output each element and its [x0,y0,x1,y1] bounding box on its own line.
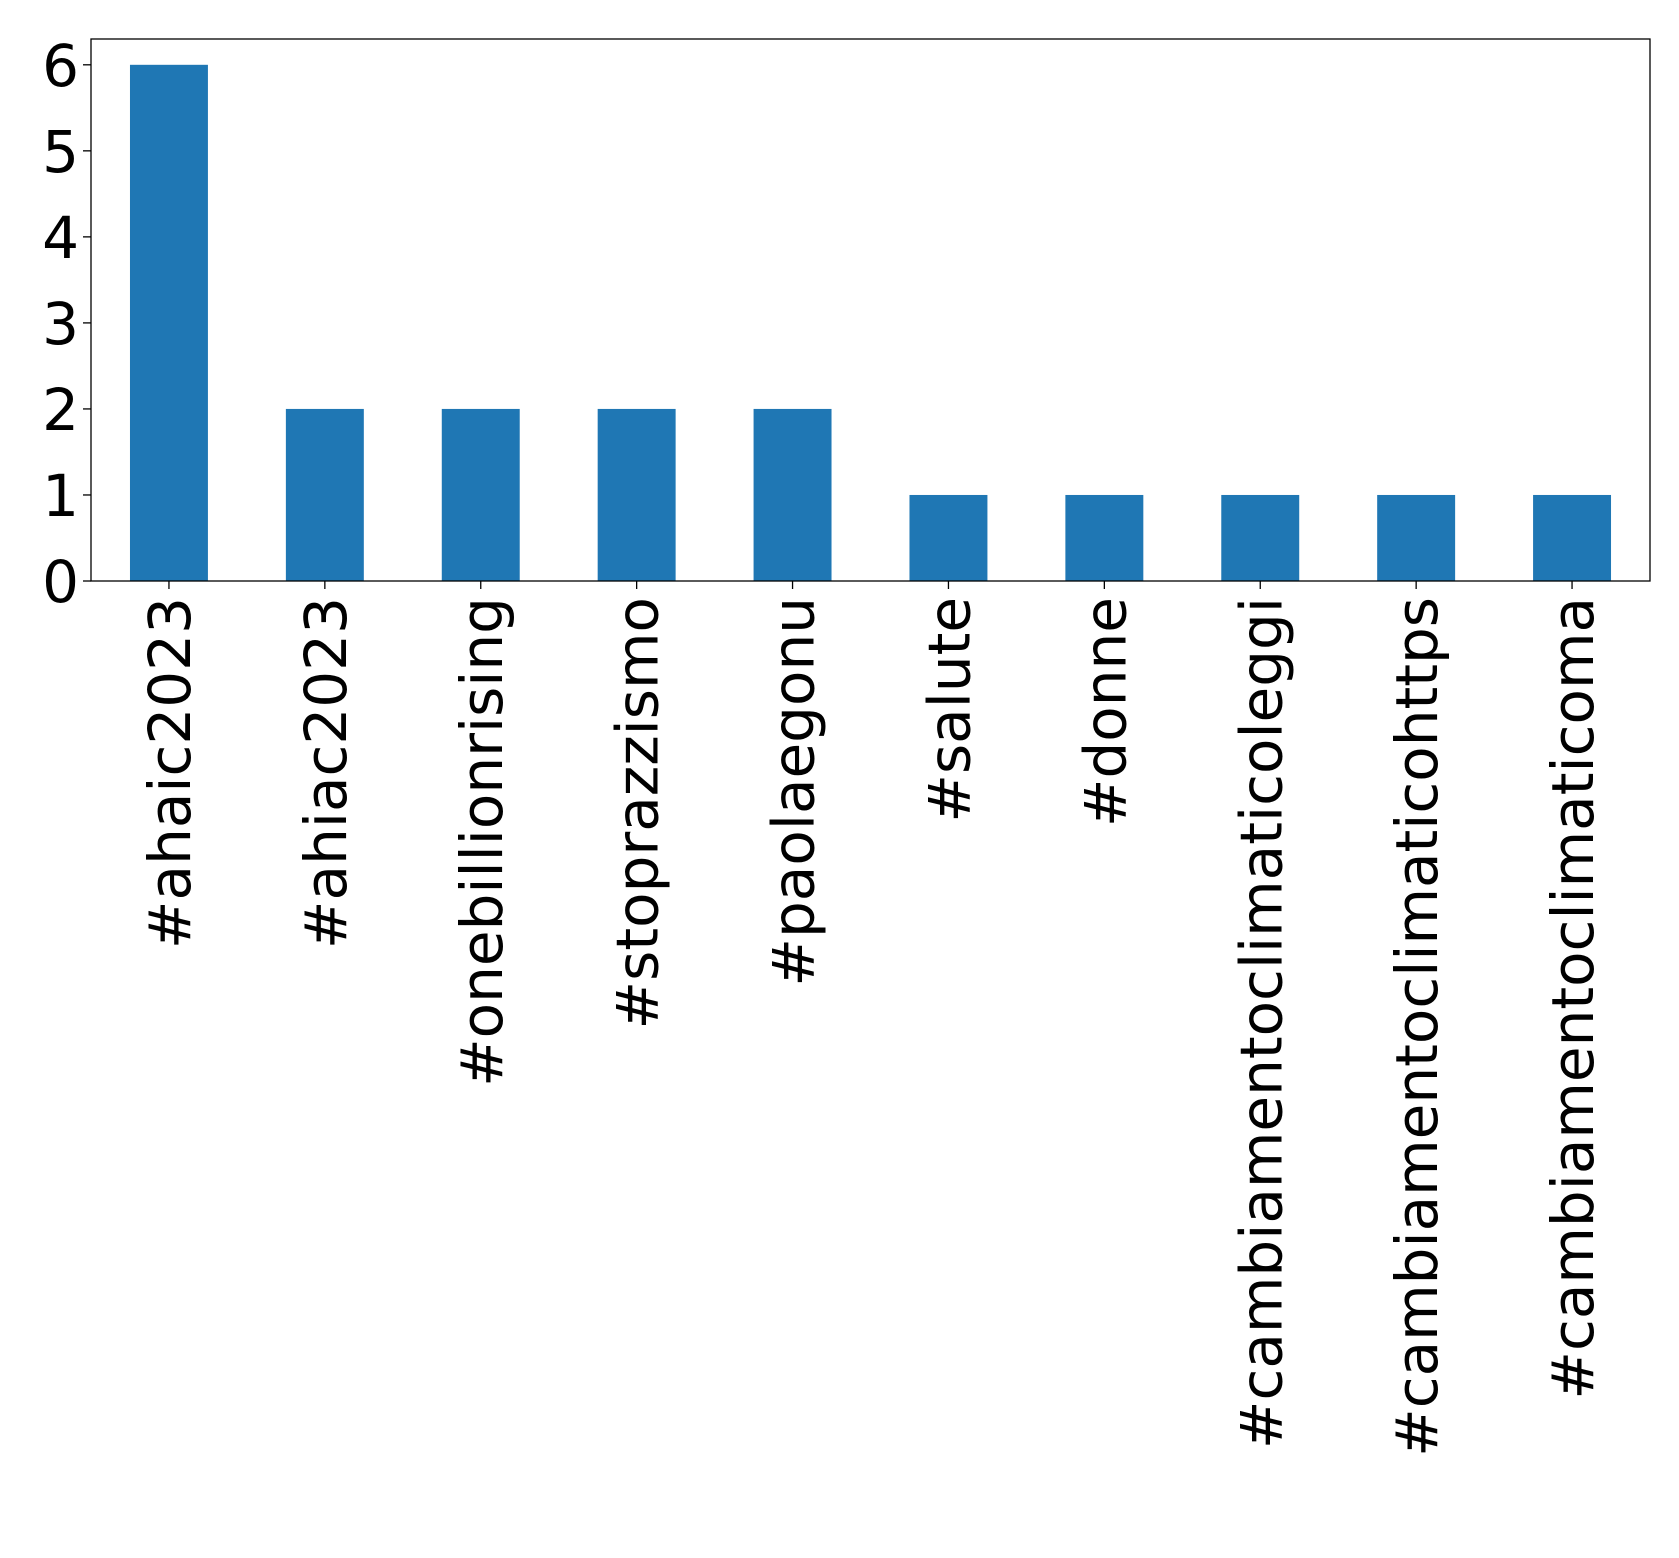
x-tick-label: #salute [915,597,983,823]
bar [1221,494,1300,581]
bar [909,494,988,581]
bar [1533,494,1612,581]
x-tick-label: #stoprazzismo [604,597,672,1029]
x-tick-label: #cambiamentoclimaticoma [1539,597,1607,1400]
y-axis: 0 1 2 3 4 5 6 [42,32,91,616]
plot-frame [90,38,1651,582]
x-tick-label: #cambiamentoclimaticoleggi [1227,597,1295,1449]
x-tick-label: #cambiamentoclimaticohttps [1383,597,1451,1457]
bar [129,64,208,582]
x-tick-label: #ahaic2023 [136,597,204,949]
y-tick-label: 6 [42,32,79,100]
bar [597,408,676,581]
bar [1377,494,1456,581]
y-tick-label: 3 [42,290,79,358]
x-tick-label: #donne [1071,597,1139,827]
bar [441,408,520,581]
bar [753,408,832,581]
bars-layer [129,64,1612,582]
x-tick-label: #paolaegonu [760,597,828,987]
bar [1065,494,1144,581]
bar [285,408,364,581]
y-tick-label: 5 [42,118,79,186]
y-tick-label: 4 [42,204,79,272]
x-tick-label: #ahiac2023 [292,597,360,949]
x-tick-label: #onebillionrising [448,597,516,1087]
y-tick-label: 0 [42,548,79,616]
y-tick-label: 1 [42,462,79,530]
x-axis: #ahaic2023 #ahiac2023 #onebillionrising #st… [136,581,1607,1457]
y-tick-label: 2 [42,376,79,444]
